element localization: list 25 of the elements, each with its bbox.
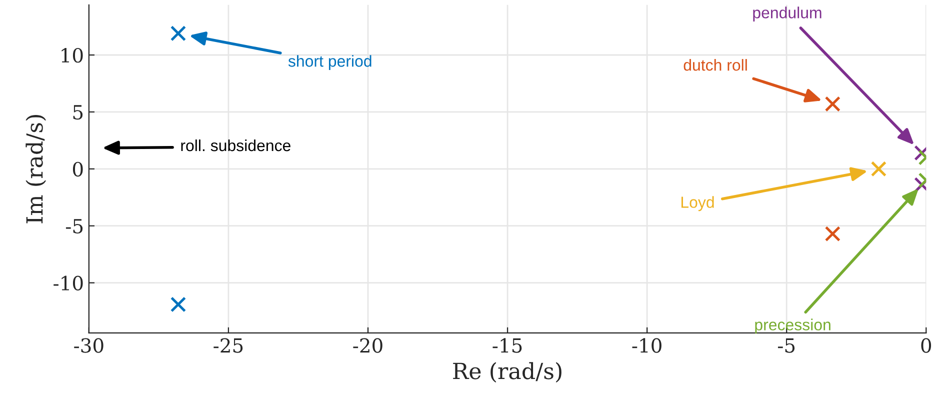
text: pendulum <box>753 6 822 22</box>
point <box>170 296 186 312</box>
y-tick-label: -5 <box>66 219 83 234</box>
y-tick-label: 10 <box>62 48 83 63</box>
x-tick-label: -20 <box>353 338 382 353</box>
x-tick-label: -10 <box>632 338 662 353</box>
text: Loyd <box>681 196 714 212</box>
y-tick-label: -10 <box>54 276 83 290</box>
point <box>824 96 840 112</box>
x-tick-label: -15 <box>492 338 522 353</box>
text: dutch roll <box>684 59 747 71</box>
x-axis-title: Re (rad/s) <box>453 362 562 383</box>
point <box>170 26 186 42</box>
x-tick-label: -5 <box>778 338 795 353</box>
x-tick-label: 0 <box>921 338 932 353</box>
text: short period <box>288 55 372 70</box>
x-tick-label: -30 <box>74 338 104 353</box>
annotation: roll. subsidence <box>181 139 290 152</box>
y-tick-label: 0 <box>72 162 83 177</box>
text: precession <box>755 318 830 334</box>
y-tick-label: 5 <box>73 105 83 120</box>
point <box>824 226 840 242</box>
y-axis-title: Im (rad/s) <box>26 115 46 224</box>
point <box>870 161 887 177</box>
x-tick-label: -25 <box>214 338 243 353</box>
